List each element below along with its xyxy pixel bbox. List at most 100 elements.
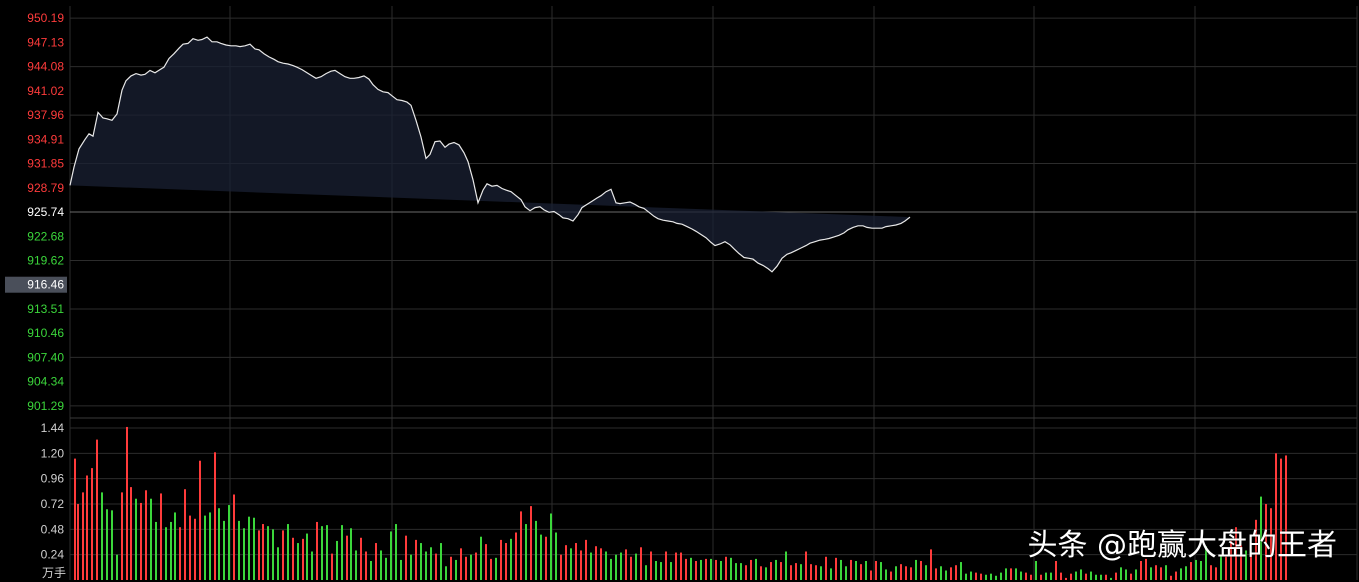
volume-bar (555, 532, 557, 580)
volume-bar (1200, 561, 1202, 580)
volume-bar (331, 553, 333, 580)
volume-bar (1160, 567, 1162, 580)
volume-bar (253, 517, 255, 580)
volume-bar (620, 552, 622, 580)
volume-bar (375, 543, 377, 580)
volume-bar (635, 553, 637, 580)
volume-bar (945, 570, 947, 580)
volume-bar (460, 548, 462, 580)
volume-bar (292, 537, 294, 580)
volume-bar (121, 492, 123, 580)
volume-bar (560, 554, 562, 580)
volume-bar (302, 538, 304, 580)
volume-bar (238, 520, 240, 580)
volume-bar (710, 558, 712, 580)
volume-bar (1110, 577, 1112, 580)
volume-bar (116, 554, 118, 580)
volume-bar (480, 536, 482, 580)
volume-bar (218, 508, 220, 580)
volume-bar (815, 565, 817, 580)
volume-bar (570, 548, 572, 580)
volume-bar (1100, 574, 1102, 580)
volume-bar (111, 510, 113, 580)
volume-bar (1125, 569, 1127, 580)
volume-bar (655, 561, 657, 580)
volume-bar (660, 562, 662, 580)
volume-bar (86, 475, 88, 580)
volume-bar (930, 549, 932, 580)
volume-bar (845, 566, 847, 580)
price-tick-label: 913.51 (27, 302, 64, 316)
volume-bar (890, 571, 892, 580)
volume-tick-label: 0.48 (41, 522, 65, 536)
volume-bar (785, 551, 787, 580)
volume-bar (505, 543, 507, 580)
volume-bar (800, 564, 802, 580)
volume-bar (950, 567, 952, 580)
volume-bar (1275, 453, 1277, 580)
volume-bar (395, 524, 397, 580)
volume-bar (199, 460, 201, 580)
volume-bar (1265, 504, 1267, 580)
volume-bar (1150, 567, 1152, 580)
price-tick-label: 925.74 (27, 205, 64, 219)
volume-bar (925, 565, 927, 580)
volume-bar (170, 521, 172, 580)
volume-bar (380, 550, 382, 580)
volume-bar (775, 559, 777, 580)
volume-bar (415, 539, 417, 580)
volume-bar (700, 559, 702, 580)
price-tick-label: 947.13 (27, 35, 64, 49)
volume-bar (585, 539, 587, 580)
volume-bar (1085, 573, 1087, 580)
volume-bar (825, 556, 827, 580)
volume-bar (880, 562, 882, 580)
price-tick-label: 919.62 (27, 254, 64, 268)
volume-bar (350, 528, 352, 580)
volume-bar (400, 559, 402, 580)
volume-bar (385, 557, 387, 580)
volume-bar (995, 575, 997, 580)
volume-bar (920, 561, 922, 580)
volume-bar (900, 564, 902, 580)
volume-tick-label: 0.72 (41, 497, 65, 511)
volume-bar (895, 566, 897, 580)
volume-bar (405, 535, 407, 580)
volume-bar (1145, 558, 1147, 580)
volume-bar (282, 530, 284, 580)
volume-bar (500, 539, 502, 580)
volume-bar (835, 557, 837, 580)
volume-bar (760, 566, 762, 580)
volume-bar (820, 566, 822, 580)
price-tick-label: 928.79 (27, 181, 64, 195)
volume-bar (189, 515, 191, 580)
volume-bar (755, 558, 757, 580)
volume-bar (865, 561, 867, 580)
volume-bar (258, 530, 260, 580)
volume-bar (615, 554, 617, 580)
volume-tick-label: 1.20 (41, 446, 65, 460)
volume-bar (326, 525, 328, 580)
volume-bar (485, 544, 487, 580)
volume-bar (248, 516, 250, 580)
volume-bar (495, 557, 497, 580)
volume-bar (77, 504, 79, 580)
volume-bar (455, 559, 457, 580)
volume-bar (550, 513, 552, 580)
price-tick-label: 904.34 (27, 375, 64, 389)
volume-bar (262, 524, 264, 580)
price-tick-label: 931.85 (27, 157, 64, 171)
current-price-marker (5, 276, 67, 293)
volume-bar (1225, 556, 1227, 580)
volume-bar (965, 573, 967, 580)
volume-bar (1235, 527, 1237, 580)
volume-bar (341, 525, 343, 580)
volume-bar (860, 564, 862, 580)
volume-bar (990, 573, 992, 580)
volume-bar (1090, 571, 1092, 580)
watermark-text: 头条 @跑赢大盘的王者 (1027, 528, 1337, 563)
volume-bar (885, 569, 887, 580)
volume-bar (430, 547, 432, 580)
volume-bar (565, 545, 567, 580)
volume-bar (425, 551, 427, 580)
